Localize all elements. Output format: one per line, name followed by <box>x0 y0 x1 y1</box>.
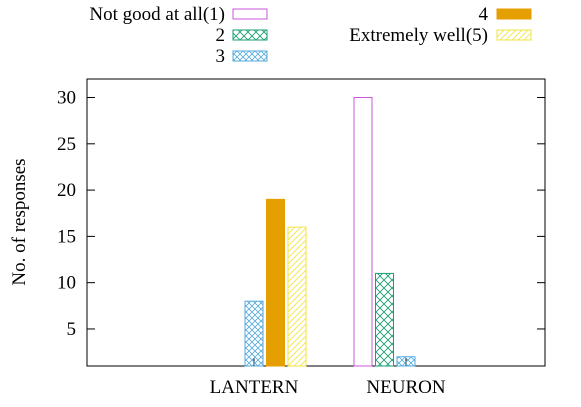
bar-lantern-4 <box>266 198 285 367</box>
y-axis-label: No. of responses <box>9 158 30 285</box>
bar-lantern-5 <box>287 226 307 367</box>
bar-neuron-2 <box>375 272 394 367</box>
plot-frame <box>86 78 546 367</box>
bars <box>244 97 416 367</box>
legend-swatch <box>232 8 268 20</box>
x-tick-label: NEURON <box>366 377 445 398</box>
legend-label: Extremely well(5) <box>349 25 488 46</box>
y-tick-label: 5 <box>67 319 77 340</box>
legend-swatch <box>232 50 268 62</box>
x-axis: LANTERN NEURON <box>210 358 446 398</box>
legend-label: 3 <box>216 46 226 67</box>
x-tick-label: LANTERN <box>210 377 299 398</box>
legend-label: 4 <box>479 4 489 25</box>
y-axis: 5 10 15 20 25 30 <box>57 88 545 340</box>
y-tick-label: 20 <box>57 180 76 201</box>
legend-swatch <box>232 29 268 41</box>
legend-swatch <box>496 8 532 20</box>
y-tick-label: 15 <box>57 226 76 247</box>
y-tick-label: 10 <box>57 273 76 294</box>
legend-swatch <box>496 29 532 41</box>
bar-neuron-3 <box>396 356 416 367</box>
legend-label: Not good at all(1) <box>89 4 225 25</box>
legend-label: 2 <box>216 25 226 46</box>
y-tick-label: 30 <box>57 88 76 109</box>
bar-lantern-3 <box>244 300 264 367</box>
y-tick-label: 25 <box>57 134 76 155</box>
bar-neuron-1 <box>353 97 373 367</box>
